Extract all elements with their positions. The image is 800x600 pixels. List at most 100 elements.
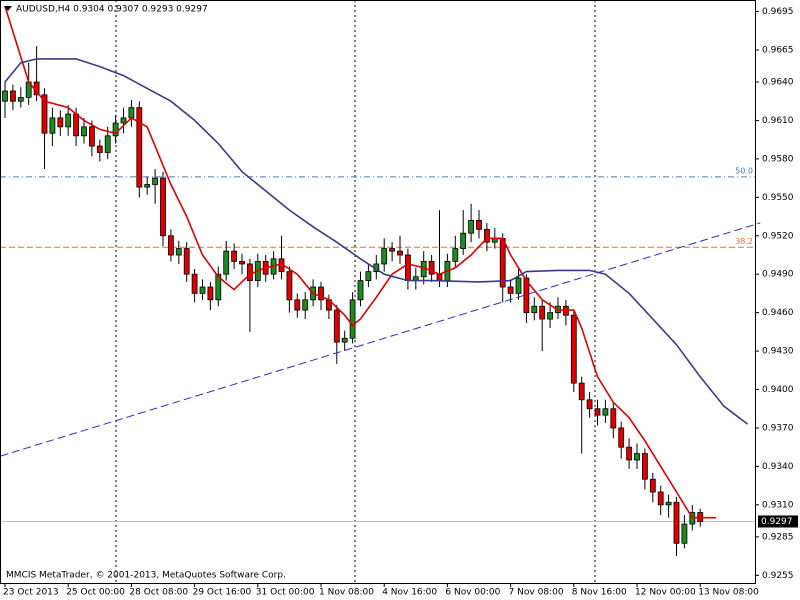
moving-average [4, 58, 749, 425]
candle-body [594, 408, 601, 416]
x-tick-label: 29 Oct 16:00 [193, 588, 252, 598]
candle-body [333, 309, 340, 343]
menu-arrow[interactable] [4, 6, 12, 11]
candle-body [318, 286, 324, 301]
y-tick-label: 0.9285 [762, 532, 794, 542]
y-tick-label: 0.9255 [762, 571, 794, 581]
candle-body [223, 250, 230, 275]
plot-border [0, 0, 756, 584]
x-tick-label: 13 Nov 08:00 [698, 588, 759, 598]
y-tick-label: 0.9490 [762, 270, 794, 280]
candle-body [2, 90, 8, 102]
candle-body [483, 228, 490, 243]
candle-body [349, 299, 356, 339]
candle-body [570, 314, 577, 384]
candle-body [389, 248, 396, 252]
y-tick-label: 0.9550 [762, 193, 794, 203]
moving-average [4, 6, 716, 519]
y-tick-label: 0.9665 [762, 45, 794, 55]
candle-body [144, 184, 151, 188]
candle-body [499, 237, 506, 288]
candle-body [642, 453, 648, 480]
candle-body [17, 96, 24, 102]
candle-body [665, 501, 672, 506]
last-price-box [758, 515, 798, 528]
candle-body [81, 126, 87, 137]
candle-body [404, 254, 411, 282]
x-tick-label: 25 Oct 00:00 [66, 588, 125, 598]
candle-body [136, 107, 143, 188]
y-tick-label: 0.9460 [762, 308, 794, 318]
trend-line [0, 222, 761, 457]
y-tick-label: 0.9370 [762, 423, 794, 433]
candle-body [89, 126, 95, 147]
plot-area: 50.0 38.2 [0, 0, 761, 583]
candle-body [215, 273, 222, 301]
candle-body [160, 177, 166, 237]
candle-body [175, 248, 182, 256]
candle-body [302, 299, 309, 311]
candle-body [452, 248, 459, 262]
candle-body [673, 501, 680, 544]
candle-body [231, 250, 238, 262]
x-tick-label: 8 Nov 16:00 [572, 588, 627, 598]
candle-body [128, 107, 135, 119]
candle-body [515, 277, 522, 294]
y-tick-label: 0.9430 [762, 347, 794, 357]
candle-body [468, 219, 475, 234]
candle-body [152, 177, 159, 185]
candle-body [428, 260, 435, 275]
candle-body [460, 232, 467, 249]
footer: MMCIS MetaTrader, © 2001-2013, MetaQuote… [6, 571, 286, 581]
candle-body [41, 94, 48, 134]
candle-body [191, 273, 198, 294]
candle-body [381, 248, 388, 265]
candle-body [239, 260, 245, 265]
candle-body [65, 113, 72, 128]
candle-body [49, 117, 56, 134]
y-tick-label: 0.9640 [762, 78, 794, 88]
candle-body [436, 273, 443, 282]
candle-body [207, 286, 214, 301]
y-tick-label: 0.9695 [762, 7, 794, 17]
x-tick-label: 6 Nov 00:00 [445, 588, 500, 598]
x-tick-label: 28 Oct 08:00 [129, 588, 188, 598]
candle-body [626, 446, 632, 461]
candle-body [286, 271, 293, 301]
candle-body [120, 117, 127, 124]
x-tick-label: 7 Nov 08:00 [509, 588, 564, 598]
candle-body [246, 263, 253, 282]
candle-body [9, 90, 16, 102]
candle-body [167, 235, 174, 256]
x-tick-label: 31 Oct 00:00 [256, 588, 315, 598]
candle-body [539, 305, 546, 320]
candle-body [112, 122, 119, 137]
candle-body [357, 280, 364, 301]
candle-body [476, 219, 482, 230]
candle-body [341, 337, 348, 343]
last-price-label: 0.9297 [761, 517, 793, 527]
x-tick-label: 1 Nov 08:00 [319, 588, 374, 598]
y-tick-label: 0.9520 [762, 231, 794, 241]
candle-body [681, 523, 688, 544]
candle-body [104, 135, 111, 153]
candle-body [610, 408, 617, 429]
level-label: 38.2 [735, 237, 753, 246]
candle-body [183, 248, 190, 275]
candle-body [199, 286, 206, 294]
candle-body [57, 117, 64, 128]
candle-body [547, 312, 553, 320]
candle-body [602, 408, 609, 416]
candle-body [578, 382, 585, 401]
chart-title: AUDUSD,H4 0.9304 0.9307 0.9293 0.9297 [16, 5, 208, 15]
level-label: 50.0 [735, 166, 753, 175]
candle-body [294, 299, 301, 311]
candle-body [634, 453, 640, 461]
y-tick-label: 0.9310 [762, 500, 794, 510]
y-tick-label: 0.9340 [762, 462, 794, 472]
candle-body [618, 427, 625, 448]
candle-body [531, 305, 538, 314]
y-tick-label: 0.9610 [762, 116, 794, 126]
candle-body [73, 113, 79, 137]
